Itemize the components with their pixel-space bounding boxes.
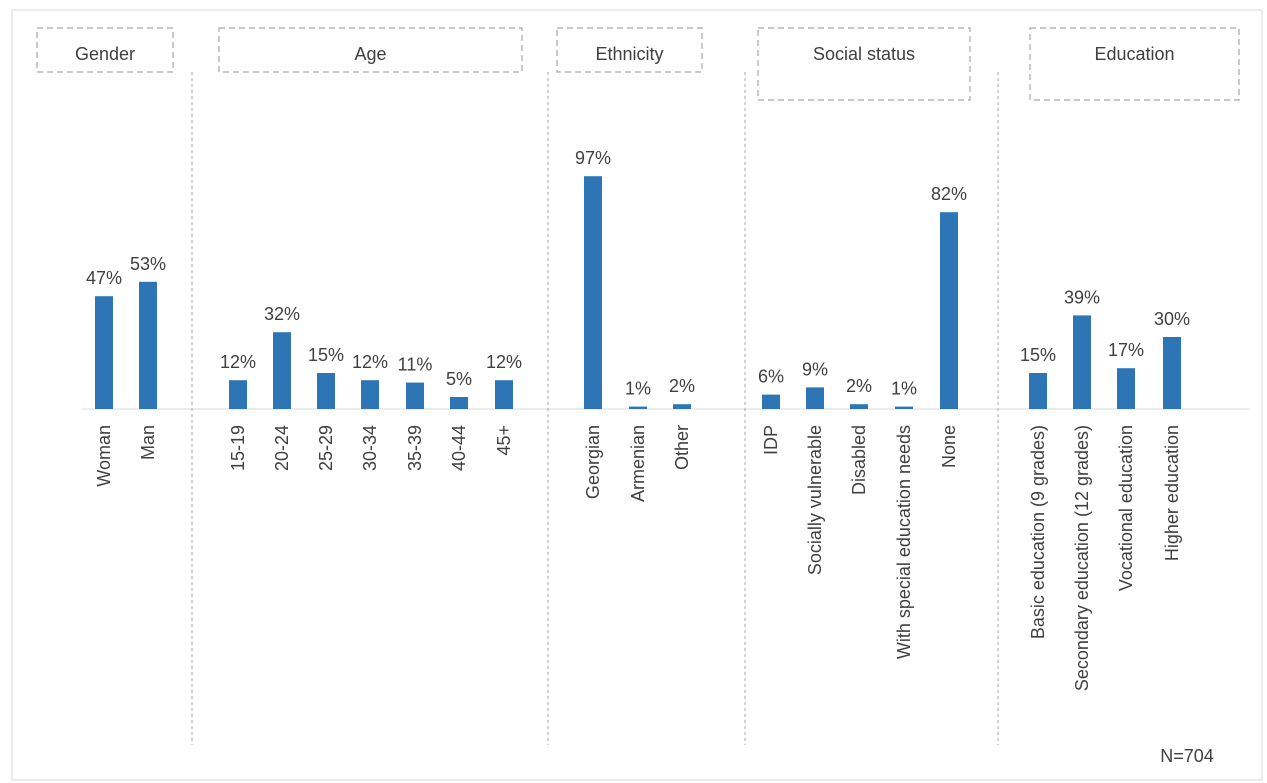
bar bbox=[895, 406, 913, 409]
data-label: 12% bbox=[352, 352, 388, 372]
category-label: 25-29 bbox=[316, 425, 336, 471]
group-labels: Gender Age Ethnicity Social status Education bbox=[36, 27, 1240, 101]
sample-size-note: N=704 bbox=[1160, 746, 1214, 766]
bar bbox=[361, 380, 379, 409]
bar bbox=[1117, 368, 1135, 409]
bar bbox=[850, 404, 868, 409]
group-box-1 bbox=[218, 27, 523, 73]
category-label: None bbox=[939, 425, 959, 468]
bar bbox=[673, 404, 691, 409]
group-box-3 bbox=[757, 27, 971, 101]
category-labels: Woman Man 15-19 20-24 25-29 30-34 35-39 40-44 45… bbox=[94, 425, 1182, 691]
data-label: 12% bbox=[486, 352, 522, 372]
category-label: Socially vulnerable bbox=[805, 425, 825, 575]
data-label: 6% bbox=[758, 367, 784, 387]
bar bbox=[450, 397, 468, 409]
bar bbox=[95, 296, 113, 409]
data-label: 9% bbox=[802, 359, 828, 379]
category-label: Woman bbox=[94, 425, 114, 487]
bar bbox=[940, 212, 958, 409]
bar bbox=[762, 394, 780, 409]
category-label: 20-24 bbox=[272, 425, 292, 471]
category-label: Secondary education (12 grades) bbox=[1072, 425, 1092, 691]
data-label: 11% bbox=[398, 355, 433, 375]
group-box-4 bbox=[1029, 27, 1240, 101]
data-label: 97% bbox=[575, 148, 611, 168]
data-label: 47% bbox=[86, 268, 122, 288]
group-label: Ethnicity bbox=[595, 44, 663, 64]
bar bbox=[139, 281, 157, 409]
category-label: 35-39 bbox=[405, 425, 425, 471]
bar bbox=[1073, 315, 1091, 409]
bar bbox=[1029, 373, 1047, 409]
category-label: Armenian bbox=[628, 425, 648, 502]
category-label: Basic education (9 grades) bbox=[1028, 425, 1048, 639]
bar bbox=[406, 382, 424, 409]
data-label: 39% bbox=[1064, 287, 1100, 307]
bar bbox=[229, 380, 247, 409]
data-label: 5% bbox=[446, 369, 472, 389]
group-label: Gender bbox=[75, 44, 135, 64]
bar bbox=[584, 176, 602, 409]
group-box-2 bbox=[556, 27, 703, 73]
category-label: Vocational education bbox=[1116, 425, 1136, 591]
data-label: 53% bbox=[130, 254, 166, 274]
data-label: 2% bbox=[846, 376, 872, 396]
category-label: 45+ bbox=[494, 425, 514, 456]
data-label: 15% bbox=[308, 345, 344, 365]
category-label: 30-34 bbox=[360, 425, 380, 471]
category-label: With special education needs bbox=[894, 425, 914, 659]
data-label: 32% bbox=[264, 304, 300, 324]
bar bbox=[495, 380, 513, 409]
category-label: Disabled bbox=[849, 425, 869, 495]
bar bbox=[317, 373, 335, 409]
bar bbox=[806, 387, 824, 409]
data-label: 30% bbox=[1154, 309, 1190, 329]
bar bbox=[1163, 337, 1181, 409]
bar bbox=[629, 406, 647, 409]
bar bbox=[273, 332, 291, 409]
data-label: 1% bbox=[625, 379, 651, 399]
value-labels: 47% 53% 12% 32% 15% 12% 11% 5% 12% 97% 1% 2% 6% 9% 2% 1… bbox=[86, 148, 1190, 398]
group-dividers bbox=[191, 72, 999, 745]
category-label: Other bbox=[672, 425, 692, 470]
group-label: Age bbox=[354, 44, 386, 64]
category-label: Georgian bbox=[583, 425, 603, 499]
bars bbox=[95, 176, 1181, 409]
data-label: 15% bbox=[1020, 345, 1056, 365]
group-label: Education bbox=[1094, 44, 1174, 64]
category-label: 40-44 bbox=[449, 425, 469, 471]
data-label: 1% bbox=[891, 379, 917, 399]
data-label: 12% bbox=[220, 352, 256, 372]
data-label: 17% bbox=[1108, 340, 1144, 360]
group-label: Social status bbox=[813, 44, 915, 64]
chart-border bbox=[11, 9, 1263, 781]
category-label: 15-19 bbox=[228, 425, 248, 471]
category-label: Man bbox=[138, 425, 158, 460]
data-label: 82% bbox=[931, 184, 967, 204]
category-label: Higher education bbox=[1162, 425, 1182, 561]
category-label: IDP bbox=[761, 425, 781, 455]
data-label: 2% bbox=[669, 376, 695, 396]
